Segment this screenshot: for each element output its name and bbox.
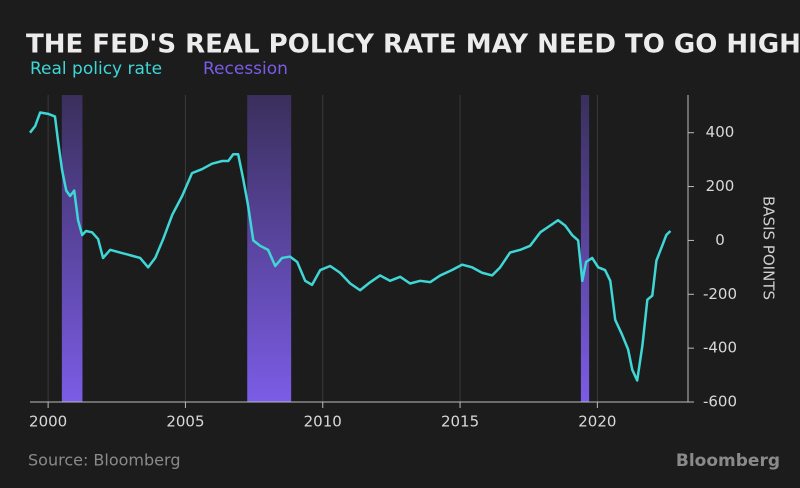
y-tick-label: 400 [706, 123, 735, 141]
brand: Bloomberg [676, 451, 780, 471]
y-tick-label: 0 [715, 231, 725, 249]
y-axis-label: BASIS POINTS [760, 196, 778, 300]
recession-band [61, 95, 83, 402]
line [29, 111, 672, 382]
legend-entry: Real policy rate [30, 59, 162, 79]
source: Source: Bloomberg [28, 451, 180, 470]
y-tick-label: -600 [703, 393, 737, 411]
y-tick-label: -400 [703, 339, 737, 357]
recession-band [580, 95, 590, 402]
x-tick-label: 2015 [441, 413, 479, 431]
x-tick-label: 2010 [304, 413, 342, 431]
y-tick-label: -200 [703, 285, 737, 303]
x-tick-label: 2020 [578, 413, 616, 431]
y-tick-label: 200 [706, 177, 735, 195]
x-tick-label: 2005 [166, 413, 204, 431]
x-tick-label: 2000 [29, 413, 67, 431]
legend-entry: Recession [203, 59, 288, 79]
recession-band [247, 95, 292, 402]
chart-title: THE FED'S REAL POLICY RATE MAY NEED TO G… [26, 30, 800, 60]
plot-area: 2000 2005 2010 2015 2020 -600 -400 -200 0 200 400 [29, 95, 737, 431]
